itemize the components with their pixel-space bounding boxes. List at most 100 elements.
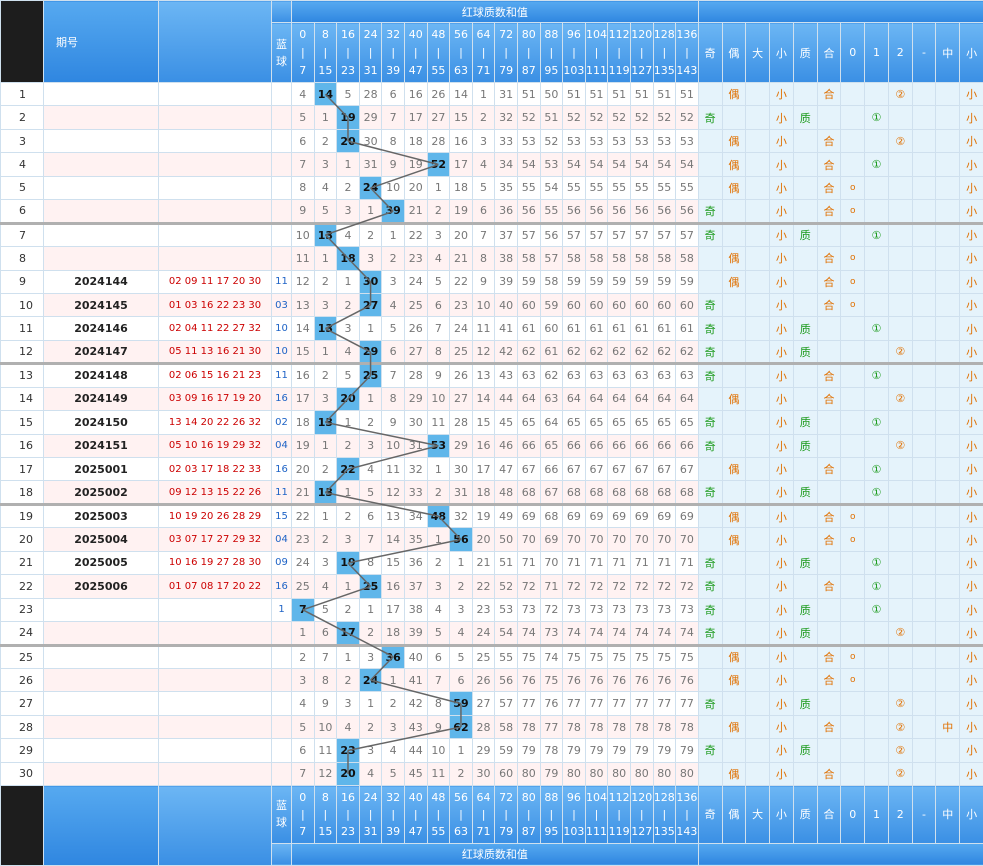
attr-cell: [793, 668, 817, 691]
omission-cell: 1: [450, 739, 473, 762]
omission-cell: 1: [359, 387, 382, 410]
omission-cell: 72: [676, 575, 699, 598]
omission-cell: 79: [630, 739, 653, 762]
omission-cell: 2: [359, 622, 382, 645]
issue-number: 2024149: [44, 387, 159, 410]
red-balls: [159, 247, 272, 270]
omission-cell: 52: [608, 106, 631, 129]
attr-cell: 小: [770, 247, 794, 270]
range-end: 95: [541, 823, 563, 840]
omission-cell: 1: [427, 458, 450, 481]
attr-cell: 小: [770, 129, 794, 152]
omission-cell: 67: [563, 458, 586, 481]
omission-cell: 41: [495, 317, 518, 340]
omission-cell: 14: [382, 528, 405, 551]
omission-cell: 23: [404, 247, 427, 270]
omission-cell: 70: [585, 528, 608, 551]
range-start: 64: [473, 26, 495, 44]
omission-cell: 63: [653, 364, 676, 387]
red-balls: 01 07 08 17 20 22: [159, 575, 272, 598]
omission-cell: 25: [404, 293, 427, 316]
red-balls: [159, 153, 272, 176]
omission-cell: 73: [676, 598, 699, 621]
attr-cell: [698, 528, 722, 551]
hit-cell: 19: [337, 106, 360, 129]
attr-cell: 偶: [722, 247, 746, 270]
zone-range-header: 56|63: [450, 23, 473, 83]
attr-cell: [936, 270, 960, 293]
range-sep: |: [292, 44, 314, 62]
omission-cell: 3: [314, 551, 337, 574]
omission-cell: 75: [517, 645, 540, 668]
attr-group-title: [698, 1, 983, 23]
row-index: 17: [1, 458, 44, 481]
range-sep: |: [428, 806, 450, 823]
blue-ball: 1: [272, 598, 292, 621]
omission-cell: 37: [495, 223, 518, 246]
omission-cell: 4: [337, 715, 360, 738]
attr-header: 偶: [722, 23, 746, 83]
omission-cell: 66: [676, 434, 699, 457]
attr-cell: [936, 645, 960, 668]
attr-cell: [746, 481, 770, 504]
attr-cell: 合: [817, 668, 841, 691]
issue-number: [44, 622, 159, 645]
attr-cell: [817, 106, 841, 129]
omission-cell: 1: [382, 668, 405, 691]
omission-cell: 70: [608, 528, 631, 551]
attr-cell: [793, 458, 817, 481]
omission-cell: 3: [292, 668, 315, 691]
omission-cell: 32: [495, 106, 518, 129]
issue-number: 2024147: [44, 340, 159, 363]
omission-cell: 7: [382, 106, 405, 129]
attr-cell: 偶: [722, 270, 746, 293]
omission-cell: 65: [676, 411, 699, 434]
attr-cell: 小: [770, 200, 794, 223]
omission-cell: 65: [585, 411, 608, 434]
omission-cell: 51: [540, 106, 563, 129]
issue-number: 2025001: [44, 458, 159, 481]
omission-cell: 42: [495, 340, 518, 363]
range-end: 127: [631, 823, 653, 840]
range-sep: |: [676, 806, 698, 823]
attr-cell: [746, 458, 770, 481]
omission-cell: 34: [404, 504, 427, 527]
omission-cell: 11: [427, 762, 450, 785]
red-ball-header: [159, 1, 272, 83]
omission-cell: 75: [563, 645, 586, 668]
attr-cell: [793, 575, 817, 598]
attr-cell: 偶: [722, 153, 746, 176]
omission-cell: 79: [653, 739, 676, 762]
omission-cell: 11: [427, 411, 450, 434]
omission-cell: 69: [517, 504, 540, 527]
attr-cell: 小: [770, 411, 794, 434]
omission-cell: 59: [563, 270, 586, 293]
omission-cell: 1: [359, 598, 382, 621]
omission-cell: 3: [359, 247, 382, 270]
range-sep: |: [586, 44, 608, 62]
omission-cell: 64: [630, 387, 653, 410]
attr-cell: [912, 458, 936, 481]
range-sep: |: [360, 806, 382, 823]
hit-cell: 20: [337, 387, 360, 410]
omission-cell: 53: [608, 129, 631, 152]
omission-cell: 5: [292, 715, 315, 738]
attr-cell: ①: [865, 551, 889, 574]
attr-cell: 合: [817, 715, 841, 738]
attr-cell: 小: [770, 528, 794, 551]
omission-cell: 1: [337, 575, 360, 598]
attr-cell: [722, 411, 746, 434]
footer-range-header: 32|39: [382, 786, 405, 844]
range-sep: |: [541, 44, 563, 62]
attr-cell: [888, 270, 912, 293]
issue-number: [44, 176, 159, 199]
range-end: 31: [360, 62, 382, 80]
attr-cell: [888, 645, 912, 668]
attr-cell: [793, 129, 817, 152]
hit-cell: 59: [450, 692, 473, 715]
omission-cell: 56: [608, 200, 631, 223]
